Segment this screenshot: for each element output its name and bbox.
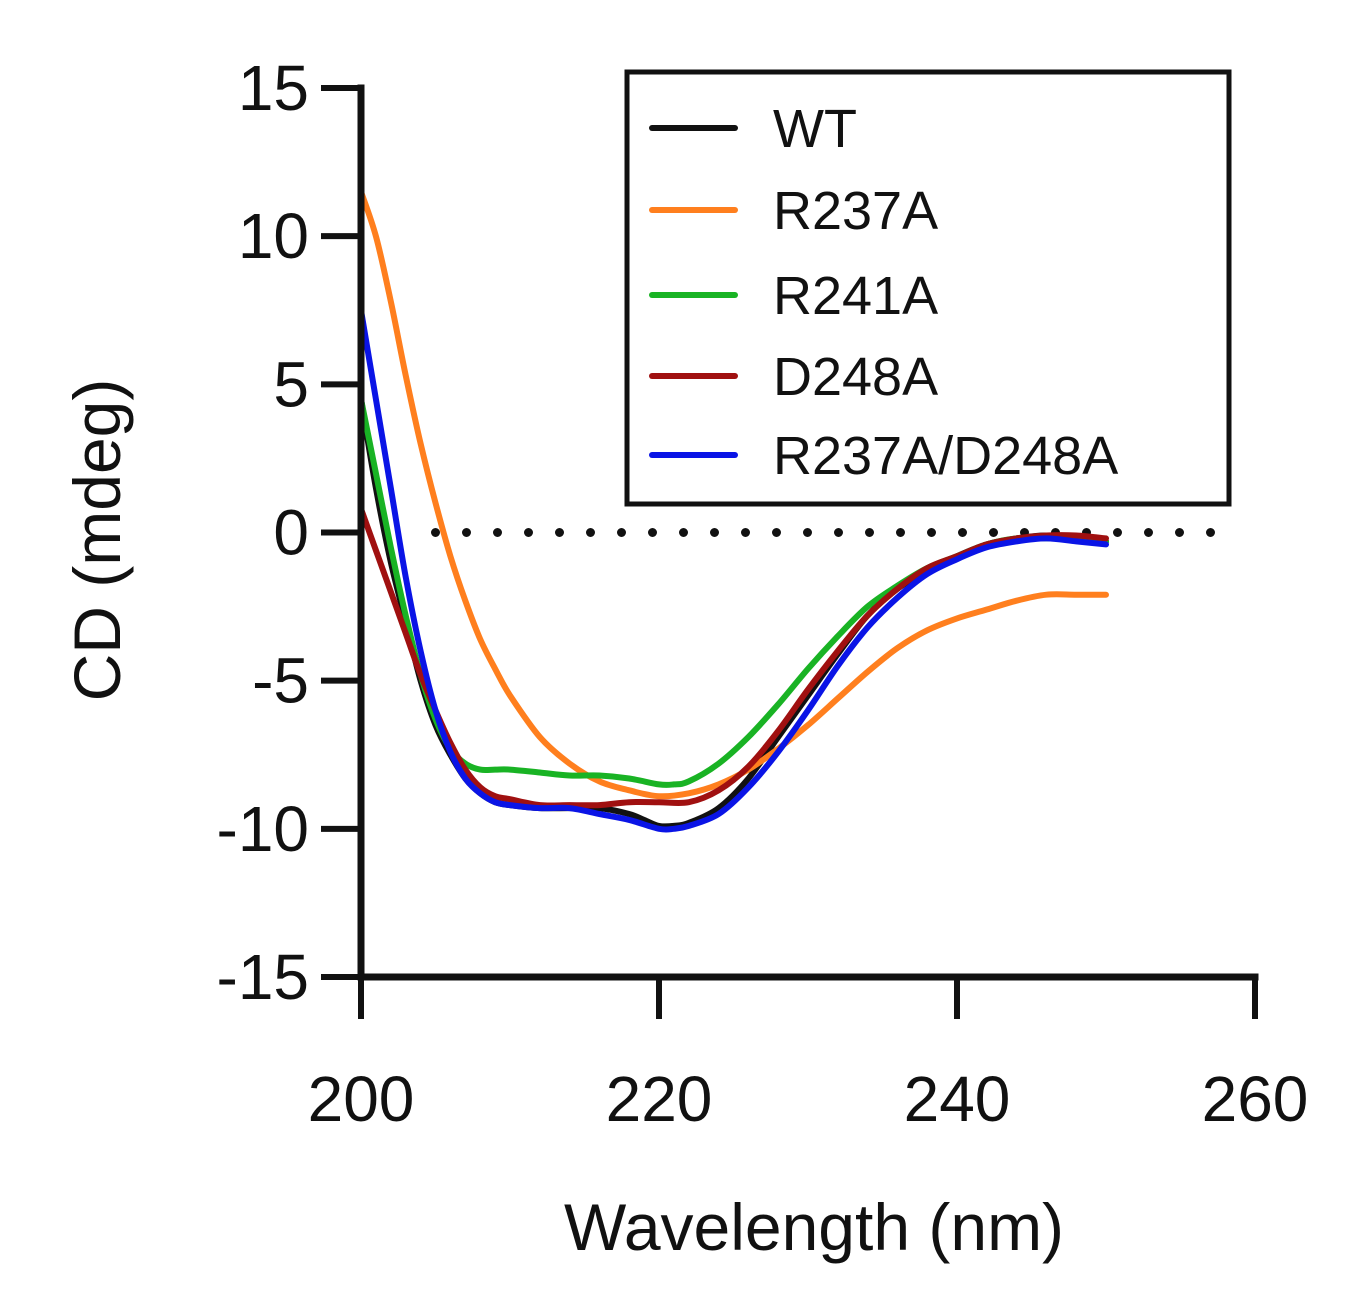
axis-lines <box>357 84 1259 981</box>
x-tick-label: 260 <box>1202 1063 1309 1135</box>
x-tick-label: 240 <box>904 1063 1011 1135</box>
y-axis-title: CD (mdeg) <box>60 379 134 702</box>
x-axis-title: Wavelength (nm) <box>564 1190 1064 1264</box>
series-line-r237a-d248a <box>358 307 1109 833</box>
legend-label-r237a-d248a: R237A/D248A <box>773 426 1118 486</box>
series-line-d248a <box>358 505 1109 809</box>
legend-label-wt: WT <box>773 99 857 159</box>
y-tick-label: -5 <box>252 645 309 717</box>
legend: WT R237A R241A D248A R237A/D248A <box>624 69 1232 507</box>
legend-label-r241a: R241A <box>773 266 938 326</box>
y-tick-label: -15 <box>217 941 310 1013</box>
y-tick-label: -10 <box>217 793 310 865</box>
x-tick-label: 200 <box>308 1063 415 1135</box>
y-tick-label: 0 <box>273 497 309 569</box>
legend-label-d248a: D248A <box>773 347 938 407</box>
legend-box <box>624 69 1232 507</box>
y-tick-label: 10 <box>238 200 309 272</box>
axes <box>357 84 1259 981</box>
legend-label-r237a: R237A <box>773 181 938 241</box>
y-tick-label: 15 <box>238 52 309 124</box>
x-tick-label: 220 <box>606 1063 713 1135</box>
axis-ticks: 15 10 5 0 -5 -10 -15 200 220 240 260 <box>217 52 1309 1135</box>
series-line-r237a <box>358 188 1109 800</box>
series-lines <box>358 188 1109 833</box>
y-tick-label: 5 <box>273 348 309 420</box>
